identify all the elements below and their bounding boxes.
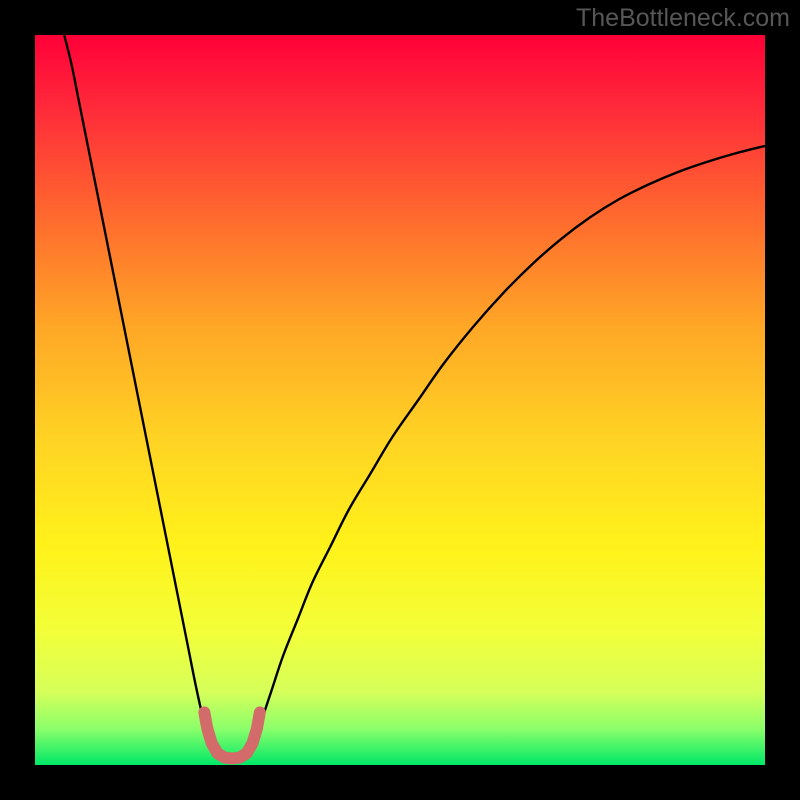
- chart-frame: TheBottleneck.com: [0, 0, 800, 800]
- plot-gradient-area: [35, 35, 765, 765]
- watermark-text: TheBottleneck.com: [576, 4, 790, 33]
